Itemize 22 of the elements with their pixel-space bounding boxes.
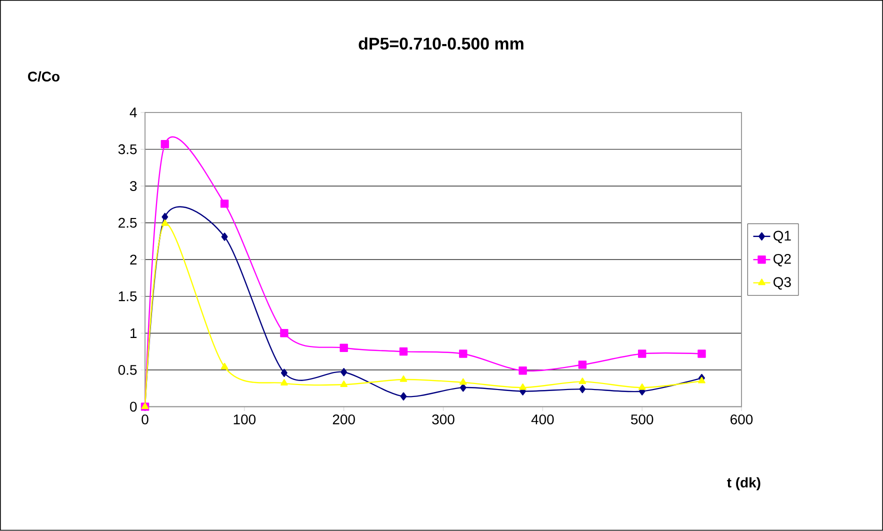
y-tick-label: 2.5 [118,218,137,228]
legend-label: Q1 [774,230,791,244]
y-axis-title: C/Co [28,71,60,82]
x-axis-title: t (dk) [727,477,760,490]
x-tick-label: 100 [234,414,256,425]
x-tick-label: 400 [531,414,554,425]
legend-label: Q3 [774,277,791,290]
y-tick-label: 0 [130,402,137,412]
x-tick-label: 0 [142,414,148,425]
y-tick-label: 1.5 [118,292,137,302]
y-tick-label: 3 [130,181,137,192]
y-tick-label: 4 [130,108,137,118]
x-tick-label: 300 [432,414,454,425]
legend-label: Q2 [774,254,791,266]
y-tick-label: 2 [130,254,137,265]
y-tick-label: 3.5 [118,144,137,154]
x-tick-label: 200 [332,414,355,425]
y-tick-label: 0.5 [118,365,137,376]
x-tick-label: 600 [730,414,753,425]
x-tick-label: 500 [631,414,654,425]
chart-title: dP5=0.710-0.500 mm [358,37,524,50]
y-tick-label: 1 [130,328,137,338]
